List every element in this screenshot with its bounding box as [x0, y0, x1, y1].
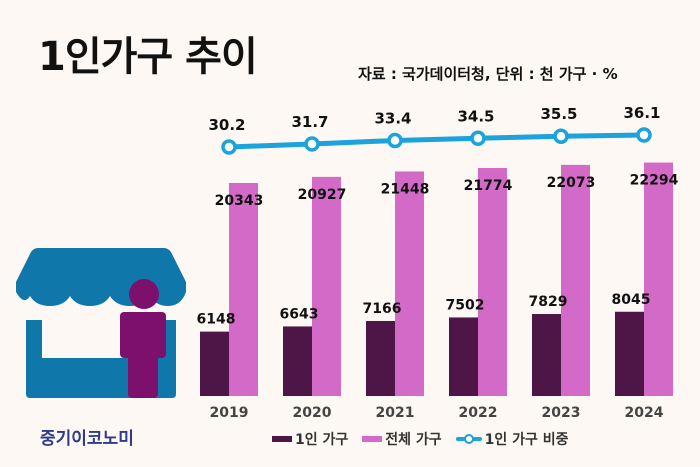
label-single-2023: 7829	[529, 294, 568, 310]
label-ratio-2021: 33.4	[374, 110, 411, 128]
label-single-2021: 7166	[363, 301, 402, 317]
legend-item-total: 전체 가구	[362, 429, 442, 449]
legend-item-single: 1인 가구	[272, 429, 348, 449]
label-total-2023: 22073	[547, 175, 596, 191]
bar-single-2024	[615, 311, 644, 396]
label-ratio-2023: 35.5	[540, 105, 577, 123]
label-single-2024: 8045	[612, 292, 651, 308]
ratio-point-2024	[636, 127, 652, 143]
x-tick-2023: 2023	[542, 405, 581, 421]
legend-label-single: 1인 가구	[295, 432, 349, 448]
page-title: 1인가구 추이	[38, 34, 258, 80]
label-total-2022: 21774	[464, 178, 513, 194]
label-ratio-2020: 31.7	[291, 113, 328, 131]
person-icon	[120, 279, 166, 398]
bar-single-2019	[200, 331, 229, 396]
bar-total-2020	[312, 176, 341, 396]
x-tick-2022: 2022	[459, 405, 498, 421]
bar-total-2023	[561, 164, 590, 396]
bar-single-2021	[366, 320, 395, 396]
ratio-point-2020	[304, 136, 320, 152]
legend-label-total: 전체 가구	[385, 432, 442, 448]
legend: 1인 가구 전체 가구 1인 가구 비중	[272, 429, 569, 449]
label-total-2021: 21448	[381, 181, 430, 197]
legend-swatch-total	[362, 436, 383, 442]
label-total-2020: 20927	[298, 187, 347, 203]
ratio-point-2021	[387, 132, 403, 149]
x-tick-2020: 2020	[293, 405, 332, 421]
legend-swatch-single	[272, 436, 292, 442]
bar-total-2024	[644, 162, 673, 396]
ratio-line	[226, 132, 647, 150]
brand-logo-text: 중기이코노미	[40, 429, 134, 449]
label-ratio-2022: 34.5	[457, 107, 494, 125]
x-tick-2024: 2024	[625, 405, 664, 421]
store-person-icon	[16, 248, 186, 398]
x-tick-2019: 2019	[210, 405, 249, 421]
source-note: 자료 : 국가데이터청, 단위 : 천 가구 · %	[358, 65, 618, 83]
x-tick-2021: 2021	[376, 405, 415, 421]
legend-label-ratio: 1인 가구 비중	[484, 432, 569, 448]
ratio-point-2019	[221, 139, 237, 155]
ratio-point-2023	[553, 128, 569, 144]
bar-total-2019	[229, 183, 258, 396]
legend-swatch-ratio	[455, 433, 482, 445]
label-single-2019: 6148	[197, 312, 236, 328]
bar-single-2023	[532, 314, 561, 396]
label-single-2020: 6643	[280, 306, 319, 322]
label-total-2024: 22294	[630, 173, 679, 189]
legend-item-ratio: 1인 가구 비중	[455, 429, 569, 449]
ratio-point-2022	[470, 130, 486, 147]
bar-single-2022	[449, 317, 478, 396]
label-single-2022: 7502	[446, 297, 485, 313]
bar-total-2021	[395, 171, 424, 396]
bar-single-2020	[283, 326, 312, 396]
label-ratio-2019: 30.2	[208, 116, 245, 134]
label-total-2019: 20343	[215, 193, 264, 209]
label-ratio-2024: 36.1	[623, 104, 660, 122]
bar-total-2022	[478, 168, 507, 396]
